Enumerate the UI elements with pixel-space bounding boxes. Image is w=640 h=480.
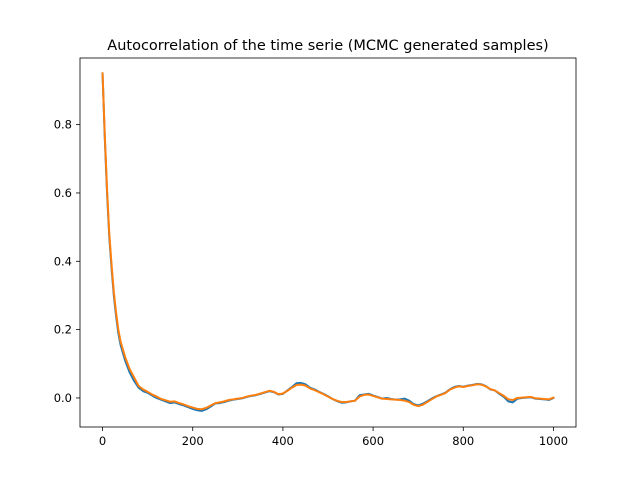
x-tick-label: 600 <box>362 434 384 448</box>
x-tick-label: 200 <box>182 434 204 448</box>
y-axis: 0.0 0.2 0.4 0.6 0.8 <box>54 118 80 405</box>
y-tick-label: 0.0 <box>54 391 72 405</box>
y-tick-label: 0.6 <box>54 186 72 200</box>
y-tick-label: 0.4 <box>54 254 72 268</box>
y-tick-label: 0.2 <box>54 323 72 337</box>
plot-area <box>101 72 555 412</box>
x-tick-label: 400 <box>272 434 294 448</box>
series-line-2 <box>101 72 555 411</box>
x-tick-label: 800 <box>452 434 474 448</box>
x-tick-label: 0 <box>99 434 106 448</box>
y-tick-label: 0.8 <box>54 118 72 132</box>
x-axis: 0 200 400 600 800 1000 <box>99 427 568 448</box>
chart-title: Autocorrelation of the time serie (MCMC … <box>107 38 548 54</box>
axes-frame <box>79 57 577 428</box>
x-tick-label: 1000 <box>539 434 568 448</box>
